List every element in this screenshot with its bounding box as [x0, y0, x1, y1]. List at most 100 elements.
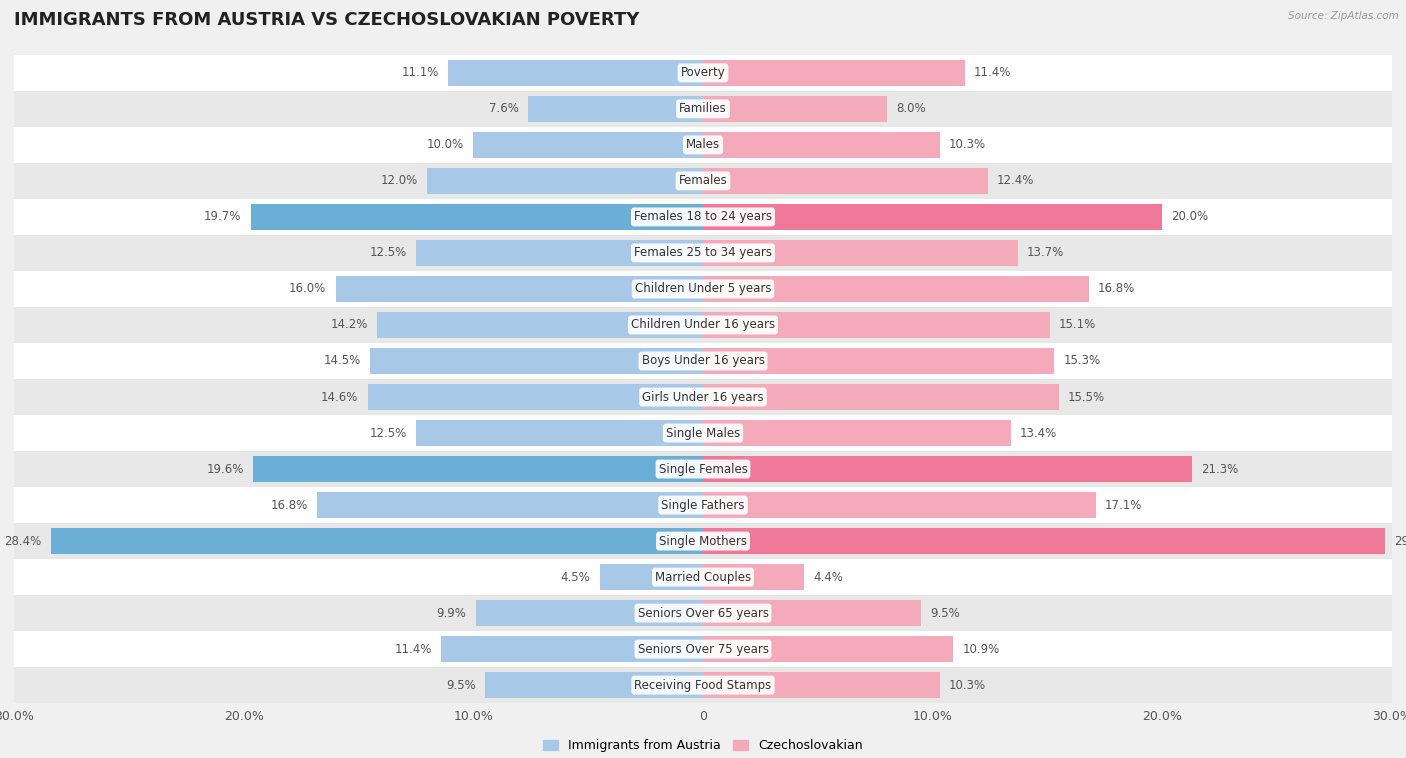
- Bar: [318, 492, 703, 518]
- Text: Females 18 to 24 years: Females 18 to 24 years: [634, 211, 772, 224]
- Bar: [14, 523, 1392, 559]
- Bar: [14, 487, 1392, 523]
- Text: 29.7%: 29.7%: [1395, 534, 1406, 547]
- Bar: [14, 379, 1392, 415]
- Bar: [703, 132, 939, 158]
- Bar: [14, 271, 1392, 307]
- Text: 17.1%: 17.1%: [1105, 499, 1142, 512]
- Text: 14.2%: 14.2%: [330, 318, 368, 331]
- Text: 12.4%: 12.4%: [997, 174, 1035, 187]
- Text: Females 25 to 34 years: Females 25 to 34 years: [634, 246, 772, 259]
- Text: 12.5%: 12.5%: [370, 427, 406, 440]
- Text: Children Under 16 years: Children Under 16 years: [631, 318, 775, 331]
- Bar: [485, 672, 703, 698]
- Bar: [703, 672, 939, 698]
- Bar: [703, 312, 1050, 338]
- Bar: [599, 564, 703, 590]
- Text: Married Couples: Married Couples: [655, 571, 751, 584]
- Text: Children Under 5 years: Children Under 5 years: [634, 283, 772, 296]
- Bar: [14, 235, 1392, 271]
- Bar: [377, 312, 703, 338]
- Bar: [427, 168, 703, 194]
- Text: 10.3%: 10.3%: [949, 139, 986, 152]
- Text: Single Mothers: Single Mothers: [659, 534, 747, 547]
- Text: 9.9%: 9.9%: [437, 606, 467, 619]
- Bar: [703, 204, 1163, 230]
- Text: IMMIGRANTS FROM AUSTRIA VS CZECHOSLOVAKIAN POVERTY: IMMIGRANTS FROM AUSTRIA VS CZECHOSLOVAKI…: [14, 11, 640, 30]
- Text: 9.5%: 9.5%: [931, 606, 960, 619]
- Text: 9.5%: 9.5%: [446, 678, 475, 691]
- Bar: [703, 348, 1054, 374]
- Bar: [703, 240, 1018, 266]
- Text: 19.7%: 19.7%: [204, 211, 242, 224]
- Text: Single Fathers: Single Fathers: [661, 499, 745, 512]
- Bar: [250, 204, 703, 230]
- Text: Poverty: Poverty: [681, 67, 725, 80]
- Text: 11.1%: 11.1%: [402, 67, 439, 80]
- Bar: [14, 667, 1392, 703]
- Bar: [14, 451, 1392, 487]
- Bar: [703, 96, 887, 122]
- Text: 14.5%: 14.5%: [323, 355, 361, 368]
- Bar: [368, 384, 703, 410]
- Text: Males: Males: [686, 139, 720, 152]
- Bar: [703, 276, 1088, 302]
- Bar: [14, 631, 1392, 667]
- Text: 10.3%: 10.3%: [949, 678, 986, 691]
- Text: 7.6%: 7.6%: [489, 102, 519, 115]
- Text: 20.0%: 20.0%: [1171, 211, 1209, 224]
- Text: 4.4%: 4.4%: [813, 571, 844, 584]
- Text: 11.4%: 11.4%: [974, 67, 1011, 80]
- Text: 15.3%: 15.3%: [1063, 355, 1101, 368]
- Bar: [14, 595, 1392, 631]
- Bar: [441, 636, 703, 662]
- Bar: [703, 564, 804, 590]
- Text: 16.0%: 16.0%: [290, 283, 326, 296]
- Bar: [703, 384, 1059, 410]
- Text: Females: Females: [679, 174, 727, 187]
- Bar: [14, 163, 1392, 199]
- Bar: [370, 348, 703, 374]
- Text: 11.4%: 11.4%: [395, 643, 432, 656]
- Bar: [529, 96, 703, 122]
- Bar: [703, 420, 1011, 446]
- Bar: [703, 492, 1095, 518]
- Bar: [416, 420, 703, 446]
- Bar: [474, 132, 703, 158]
- Text: 15.1%: 15.1%: [1059, 318, 1097, 331]
- Text: Seniors Over 65 years: Seniors Over 65 years: [637, 606, 769, 619]
- Text: 4.5%: 4.5%: [561, 571, 591, 584]
- Text: 13.7%: 13.7%: [1026, 246, 1064, 259]
- Text: 10.0%: 10.0%: [427, 139, 464, 152]
- Bar: [703, 636, 953, 662]
- Bar: [475, 600, 703, 626]
- Bar: [14, 55, 1392, 91]
- Bar: [703, 600, 921, 626]
- Text: Receiving Food Stamps: Receiving Food Stamps: [634, 678, 772, 691]
- Text: 21.3%: 21.3%: [1201, 462, 1239, 475]
- Bar: [703, 168, 988, 194]
- Text: 12.0%: 12.0%: [381, 174, 418, 187]
- Text: Boys Under 16 years: Boys Under 16 years: [641, 355, 765, 368]
- Text: 28.4%: 28.4%: [4, 534, 42, 547]
- Text: 8.0%: 8.0%: [896, 102, 925, 115]
- Text: 12.5%: 12.5%: [370, 246, 406, 259]
- Bar: [14, 307, 1392, 343]
- Bar: [416, 240, 703, 266]
- Bar: [449, 60, 703, 86]
- Text: 14.6%: 14.6%: [321, 390, 359, 403]
- Bar: [253, 456, 703, 482]
- Text: Girls Under 16 years: Girls Under 16 years: [643, 390, 763, 403]
- Bar: [51, 528, 703, 554]
- Bar: [14, 91, 1392, 127]
- Bar: [703, 528, 1385, 554]
- Text: Single Females: Single Females: [658, 462, 748, 475]
- Text: 16.8%: 16.8%: [1098, 283, 1135, 296]
- Text: 19.6%: 19.6%: [207, 462, 243, 475]
- Text: Single Males: Single Males: [666, 427, 740, 440]
- Bar: [14, 415, 1392, 451]
- Bar: [336, 276, 703, 302]
- Bar: [14, 559, 1392, 595]
- Text: Families: Families: [679, 102, 727, 115]
- Text: 15.5%: 15.5%: [1069, 390, 1105, 403]
